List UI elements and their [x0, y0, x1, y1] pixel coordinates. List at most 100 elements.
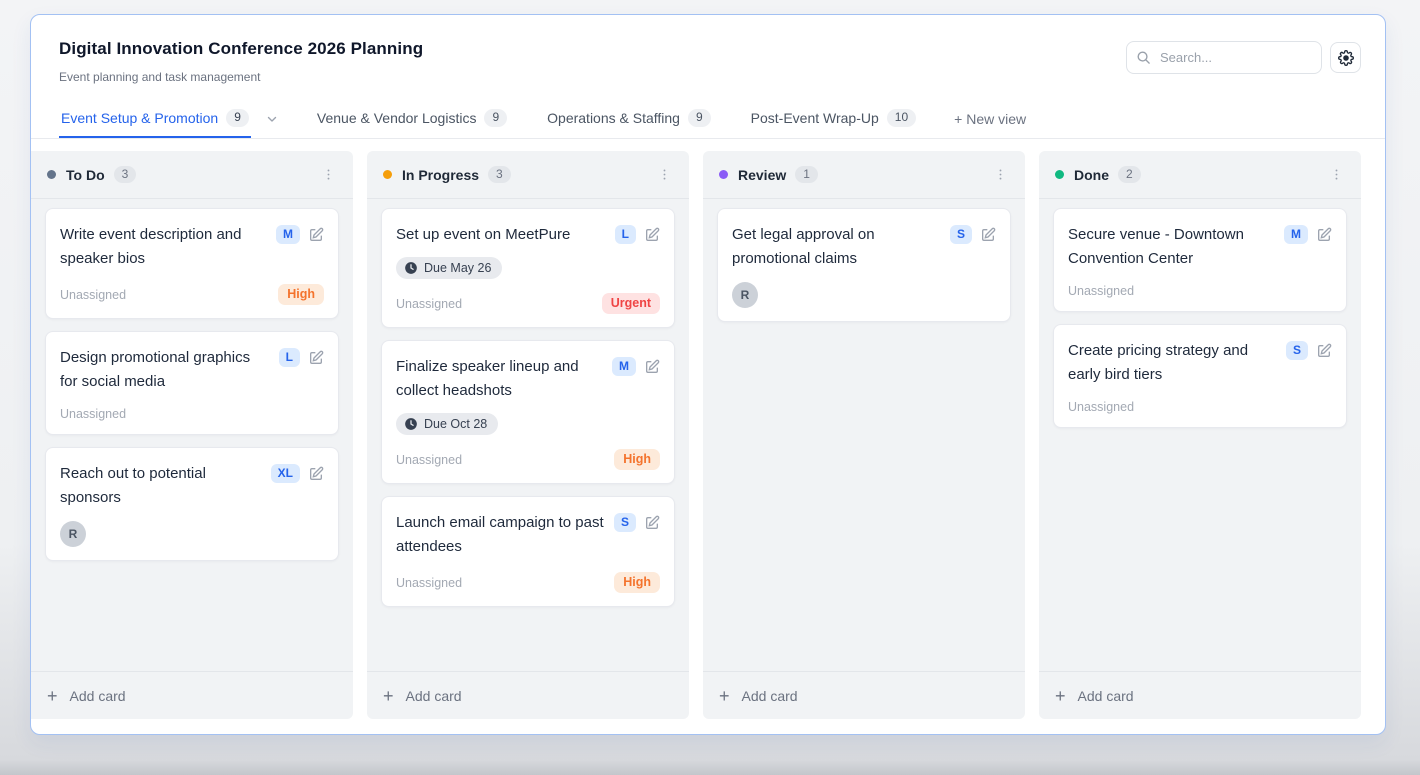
- column-menu-button[interactable]: [1326, 164, 1347, 185]
- page-title: Digital Innovation Conference 2026 Plann…: [59, 39, 424, 58]
- tab-post-event-wrap-up[interactable]: Post-Event Wrap-Up 10: [749, 100, 918, 138]
- assignee-label: Unassigned: [60, 407, 127, 421]
- new-view-button[interactable]: + New view: [954, 100, 1026, 138]
- page-header: Digital Innovation Conference 2026 Plann…: [31, 15, 1385, 84]
- card[interactable]: Set up event on MeetPure L Due May 26 Un…: [381, 208, 675, 328]
- ellipsis-vertical-icon: [663, 169, 666, 180]
- avatar: R: [732, 282, 758, 308]
- size-badge: S: [613, 513, 636, 533]
- column-count-badge: 3: [113, 165, 137, 184]
- clock-icon: [405, 262, 417, 274]
- edit-icon: [1318, 227, 1332, 241]
- card-title: Finalize speaker lineup and collect head…: [396, 358, 579, 399]
- edit-card-button[interactable]: [308, 227, 324, 243]
- header-actions: [1126, 41, 1361, 74]
- card-title: Get legal approval on promotional claims: [732, 226, 875, 267]
- edit-card-button[interactable]: [308, 350, 324, 366]
- avatar: R: [60, 521, 86, 547]
- size-badge: S: [1285, 341, 1308, 361]
- card[interactable]: Write event description and speaker bios…: [45, 208, 339, 319]
- column-menu-button[interactable]: [318, 164, 339, 185]
- size-badge: M: [276, 225, 300, 245]
- edit-card-button[interactable]: [1316, 227, 1332, 243]
- column-to-do: To Do 3 Write event description and spea…: [31, 151, 353, 719]
- tab-count-badge: 9: [687, 109, 711, 127]
- add-card-label: Add card: [69, 687, 126, 704]
- new-view-label: + New view: [954, 111, 1027, 127]
- add-card-button[interactable]: + Add card: [47, 687, 126, 705]
- add-card-button[interactable]: + Add card: [1055, 687, 1134, 705]
- chevron-down-icon[interactable]: [265, 100, 279, 138]
- tab-label: Event Setup & Promotion: [61, 110, 219, 126]
- column-status-dot: [47, 170, 56, 179]
- kanban-board: To Do 3 Write event description and spea…: [31, 139, 1385, 734]
- column-status-dot: [719, 170, 728, 179]
- search-input[interactable]: [1126, 41, 1322, 74]
- card-title: Write event description and speaker bios: [60, 226, 242, 267]
- edit-icon: [310, 466, 324, 480]
- column-cards: Write event description and speaker bios…: [31, 199, 353, 671]
- page-subtitle: Event planning and task management: [59, 70, 261, 84]
- tab-venue-vendor-logistics[interactable]: Venue & Vendor Logistics 9: [315, 100, 509, 138]
- ellipsis-vertical-icon: [999, 169, 1002, 180]
- gear-icon: [1337, 49, 1354, 66]
- card[interactable]: Design promotional graphics for social m…: [45, 331, 339, 435]
- view-tabs: Event Setup & Promotion 9 Venue & Vendor…: [31, 100, 1385, 139]
- edit-icon: [646, 359, 660, 373]
- plus-icon: +: [47, 685, 58, 706]
- column-menu-button[interactable]: [654, 164, 675, 185]
- add-card-label: Add card: [405, 687, 462, 704]
- size-badge: L: [278, 348, 300, 368]
- card[interactable]: Reach out to potential sponsors XL R: [45, 447, 339, 561]
- column-header: Done 2: [1039, 151, 1361, 199]
- card[interactable]: Secure venue - Downtown Convention Cente…: [1053, 208, 1347, 312]
- due-date-label: Due May 26: [424, 261, 492, 275]
- edit-icon: [646, 227, 660, 241]
- column-footer: + Add card: [31, 671, 353, 719]
- card[interactable]: Finalize speaker lineup and collect head…: [381, 340, 675, 484]
- column-status-dot: [383, 170, 392, 179]
- assignee-label: Unassigned: [60, 287, 127, 302]
- edit-card-button[interactable]: [644, 227, 660, 243]
- ellipsis-vertical-icon: [327, 169, 330, 180]
- tab-count-badge: 10: [886, 109, 917, 127]
- card[interactable]: Get legal approval on promotional claims…: [717, 208, 1011, 322]
- column-header: Review 1: [703, 151, 1025, 199]
- card-title: Launch email campaign to past attendees: [396, 514, 604, 555]
- column-title: In Progress: [402, 166, 480, 183]
- column-review: Review 1 Get legal approval on promotion…: [703, 151, 1025, 719]
- plus-icon: +: [383, 685, 394, 706]
- tab-event-setup-promotion[interactable]: Event Setup & Promotion 9: [59, 100, 251, 138]
- assignee-label: Unassigned: [396, 296, 463, 311]
- card-title: Set up event on MeetPure: [396, 226, 571, 243]
- column-footer: + Add card: [1039, 671, 1361, 719]
- card[interactable]: Create pricing strategy and early bird t…: [1053, 324, 1347, 428]
- size-badge: XL: [270, 464, 300, 484]
- column-done: Done 2 Secure venue - Downtown Conventio…: [1039, 151, 1361, 719]
- clock-icon: [405, 418, 417, 430]
- edit-card-button[interactable]: [1316, 343, 1332, 359]
- priority-badge: Urgent: [601, 293, 660, 314]
- edit-card-button[interactable]: [644, 515, 660, 531]
- column-count-badge: 3: [488, 165, 511, 184]
- column-title: Done: [1074, 166, 1109, 183]
- settings-button[interactable]: [1330, 42, 1361, 73]
- tab-operations-staffing[interactable]: Operations & Staffing 9: [545, 100, 713, 138]
- add-card-label: Add card: [1077, 687, 1134, 704]
- add-card-button[interactable]: + Add card: [383, 687, 462, 705]
- edit-card-button[interactable]: [980, 227, 996, 243]
- add-card-button[interactable]: + Add card: [719, 687, 798, 705]
- tab-label: Post-Event Wrap-Up: [750, 110, 879, 126]
- column-footer: + Add card: [367, 671, 689, 719]
- edit-card-button[interactable]: [644, 359, 660, 375]
- priority-badge: High: [614, 449, 660, 470]
- column-in-progress: In Progress 3 Set up event on MeetPure L: [367, 151, 689, 719]
- card-title: Reach out to potential sponsors: [60, 465, 206, 506]
- column-cards: Get legal approval on promotional claims…: [703, 199, 1025, 671]
- size-badge: M: [612, 357, 636, 377]
- edit-card-button[interactable]: [308, 466, 324, 482]
- assignee-label: Unassigned: [396, 452, 463, 467]
- column-menu-button[interactable]: [990, 164, 1011, 185]
- header-titles: Digital Innovation Conference 2026 Plann…: [59, 39, 423, 84]
- card[interactable]: Launch email campaign to past attendees …: [381, 496, 675, 607]
